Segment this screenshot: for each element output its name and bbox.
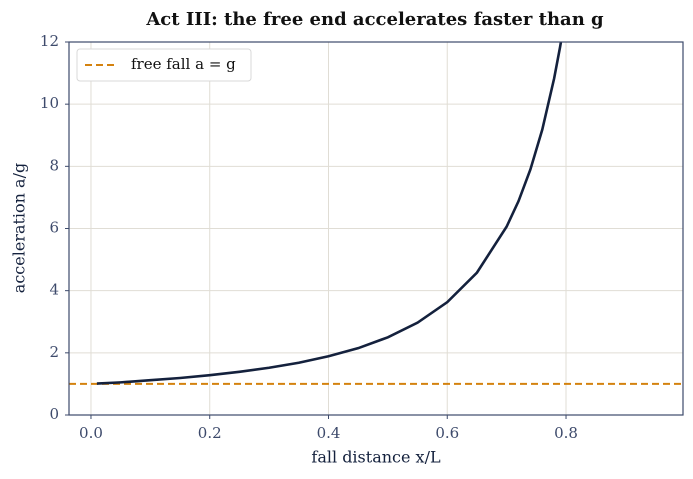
y-tick-label: 0 [49, 405, 59, 423]
y-tick-label: 10 [40, 94, 59, 112]
x-tick-label: 0.6 [435, 424, 459, 442]
y-tick-label: 8 [49, 156, 59, 174]
y-tick-label: 4 [49, 281, 59, 299]
plot-area [69, 42, 683, 385]
y-axis-label: acceleration a/g [10, 163, 29, 293]
data-line [96, 42, 563, 385]
grid [69, 41, 683, 416]
chart-title: Act III: the free end accelerates faster… [145, 9, 604, 30]
x-tick-label: 0.0 [79, 424, 103, 442]
x-tick-label: 0.2 [198, 424, 222, 442]
y-tick-label: 12 [40, 32, 59, 50]
x-tick-label: 0.4 [317, 424, 341, 442]
legend-label: free fall a = g [131, 55, 236, 73]
legend-box [76, 48, 252, 82]
y-tick-label: 2 [49, 343, 59, 361]
x-axis-label: fall distance x/L [311, 448, 441, 467]
x-tick-label: 0.8 [554, 424, 578, 442]
y-tick-label: 6 [49, 219, 59, 237]
legend: free fall a = g [76, 48, 252, 82]
